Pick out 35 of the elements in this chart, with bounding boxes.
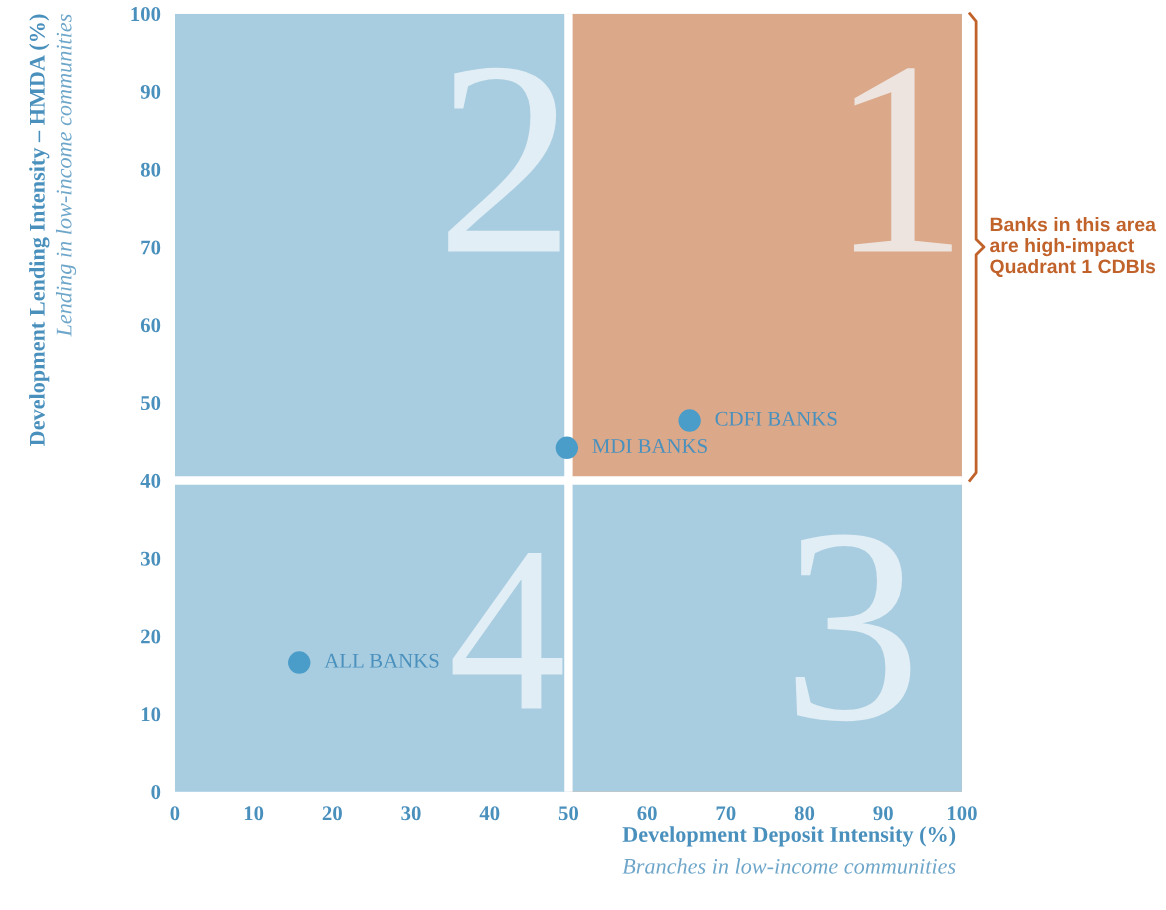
y-tick-label: 0 (151, 785, 161, 800)
x-tick-label: 40 (479, 806, 500, 821)
y-tick-label: 50 (141, 396, 161, 411)
x-tick-label: 50 (558, 806, 579, 821)
annotation: MDI BANKS (592, 439, 707, 454)
annotation: ALL BANKS (324, 653, 439, 668)
y-tick-label: 70 (141, 240, 161, 255)
y-tick-label: 20 (141, 629, 161, 644)
annotation: 1 (853, 68, 952, 252)
annotation: 3 (795, 534, 911, 722)
y-tick-label: 100 (131, 7, 161, 22)
x-tick-label: 0 (170, 806, 180, 821)
y-tick-label: 10 (141, 707, 161, 722)
annotation: CDFI BANKS (715, 411, 837, 426)
x-tick-label: 20 (322, 806, 342, 821)
y-axis-title: Development Lending Intensity – HMDA (%) Lending in low-income communities (29, 14, 77, 446)
y-tick-label: 60 (140, 318, 161, 333)
annotation: 2 (448, 67, 560, 252)
x-tick-label: 30 (401, 806, 421, 821)
y-tick-label: 30 (140, 551, 161, 566)
x-axis-title: Development Deposit Intensity (%) Branches in low-income communities (622, 826, 956, 874)
x-tick-label: 90 (873, 806, 893, 821)
x-tick-label: 100 (947, 806, 977, 821)
point (678, 409, 701, 432)
x-tick-label: 10 (244, 806, 264, 821)
annotation: 4 (452, 553, 563, 709)
point (288, 651, 311, 674)
x-tick-label: 60 (637, 806, 657, 821)
point (555, 436, 579, 459)
y-tick-label: 40 (140, 473, 161, 488)
x-tick-label: 80 (794, 806, 815, 821)
y-tick-label: 90 (140, 84, 161, 99)
y-tick-label: 80 (140, 162, 161, 177)
text: Banks in this area are high-impact Quadrant 1 CDBIs (990, 217, 1157, 277)
x-tick-label: 70 (716, 806, 736, 821)
